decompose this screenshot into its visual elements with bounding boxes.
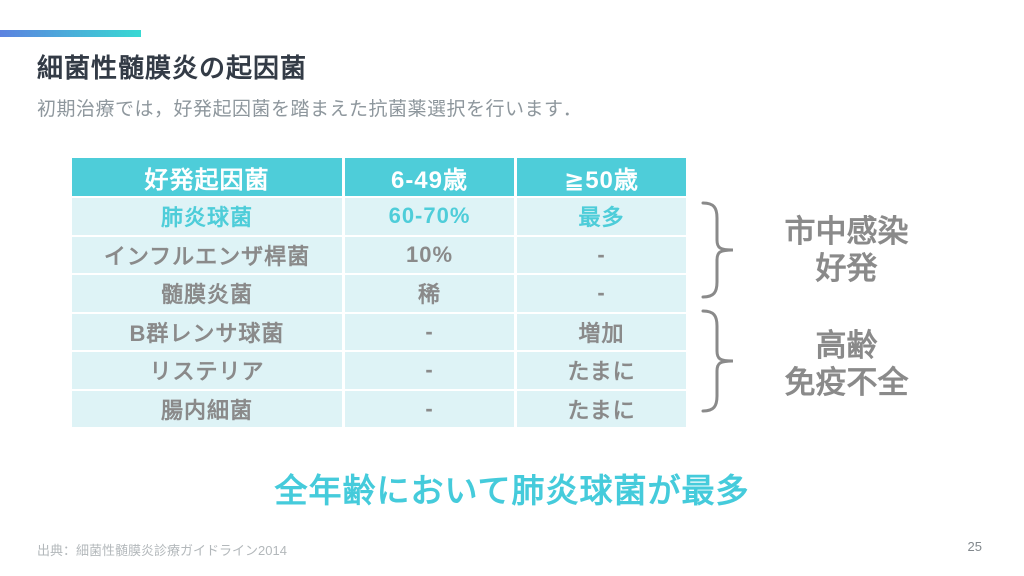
- table-header-pathogen: 好発起因菌: [72, 158, 342, 196]
- table-cell-age-6-49: 60-70%: [345, 198, 514, 235]
- table-cell-age-6-49: 稀: [345, 275, 514, 312]
- table-header-age-6-49: 6-49歳: [345, 158, 514, 196]
- table-cell-pathogen: 髄膜炎菌: [72, 275, 342, 312]
- page-number: 25: [967, 539, 982, 554]
- table-cell-age-6-49: -: [345, 390, 514, 427]
- table-cell-age-6-49: -: [345, 352, 514, 389]
- table-header-age-50plus: ≧50歳: [517, 158, 686, 196]
- table-cell-age-50plus: 増加: [517, 313, 686, 350]
- annotation-line: 高齢: [815, 328, 878, 363]
- table-cell-age-6-49: 10%: [345, 236, 514, 273]
- table-cell-pathogen: 肺炎球菌: [72, 198, 342, 235]
- table-cell-pathogen: インフルエンザ桿菌: [72, 236, 342, 273]
- table-cell-age-6-49: -: [345, 313, 514, 350]
- table-cell-age-50plus: -: [517, 236, 686, 273]
- table-cell-pathogen: 腸内細菌: [72, 390, 342, 427]
- slide-subtitle: 初期治療では，好発起因菌を踏まえた抗菌薬選択を行います．: [37, 99, 583, 120]
- annotation-elderly-immunocompromised: 高齢 免疫不全: [744, 327, 949, 401]
- table-cell-age-50plus: たまに: [517, 352, 686, 389]
- source-citation: 出典：細菌性髄膜炎診療ガイドライン2014: [37, 543, 287, 558]
- table-cell-age-50plus: 最多: [517, 198, 686, 235]
- curly-brace-icon: [700, 309, 738, 413]
- annotation-line: 免疫不全: [784, 365, 909, 401]
- conclusion-text: 全年齢において肺炎球菌が最多: [274, 472, 750, 509]
- table-cell-age-50plus: たまに: [517, 390, 686, 427]
- slide-title: 細菌性髄膜炎の起因菌: [37, 53, 308, 83]
- annotation-community-acquired: 市中感染 好発: [744, 213, 949, 287]
- table-cell-pathogen: B群レンサ球菌: [72, 313, 342, 350]
- table-cell-pathogen: リステリア: [72, 352, 342, 389]
- accent-gradient-bar: [0, 30, 141, 37]
- annotation-line: 好発: [815, 251, 878, 287]
- table-cell-age-50plus: -: [517, 275, 686, 312]
- curly-brace-icon: [700, 201, 738, 299]
- annotation-line: 市中感染: [784, 214, 909, 249]
- pathogen-table: 好発起因菌 6-49歳 ≧50歳 肺炎球菌 60-70% 最多 インフルエンザ桿…: [72, 158, 686, 427]
